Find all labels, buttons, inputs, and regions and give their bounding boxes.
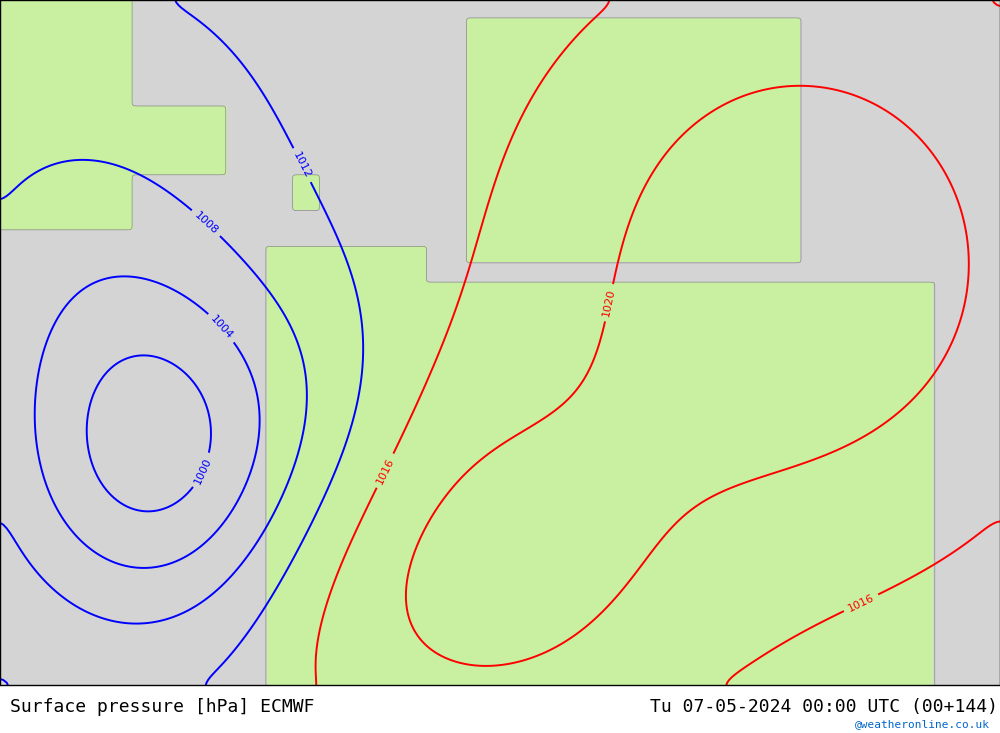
Text: 1016: 1016 (846, 592, 876, 614)
Text: 1016: 1016 (374, 456, 396, 485)
Text: 1012: 1012 (291, 150, 313, 180)
Text: 1020: 1020 (601, 288, 617, 317)
Text: 1004: 1004 (209, 314, 235, 342)
Text: @weatheronline.co.uk: @weatheronline.co.uk (855, 719, 990, 729)
Text: 1000: 1000 (192, 456, 213, 485)
Text: 1008: 1008 (192, 210, 220, 236)
Text: Surface pressure [hPa] ECMWF: Surface pressure [hPa] ECMWF (10, 698, 314, 716)
Text: Tu 07-05-2024 00:00 UTC (00+144): Tu 07-05-2024 00:00 UTC (00+144) (650, 698, 998, 716)
